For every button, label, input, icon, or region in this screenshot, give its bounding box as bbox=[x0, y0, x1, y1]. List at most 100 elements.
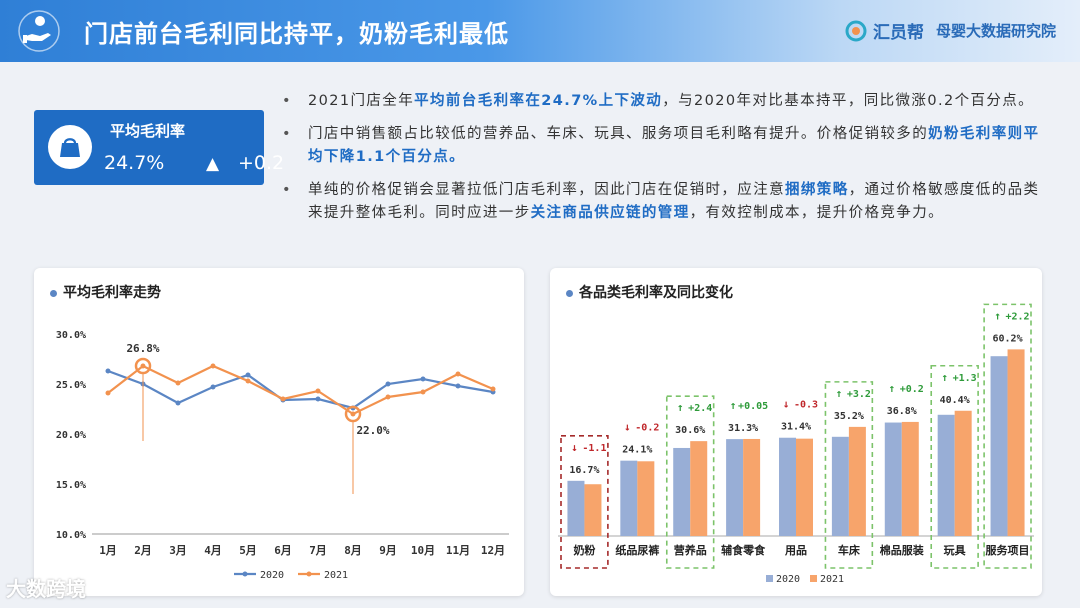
bar-2020 bbox=[990, 356, 1008, 536]
up-triangle-icon: ▲ bbox=[206, 154, 220, 174]
change-arrow-icon: ↓ bbox=[783, 398, 790, 411]
x-tick-label: 8月 bbox=[344, 544, 362, 557]
series-point-2021 bbox=[385, 394, 391, 400]
highlight-text: 平均前台毛利率在24.7%上下波动 bbox=[414, 93, 663, 109]
bar-2020 bbox=[673, 447, 691, 536]
bar-2020 bbox=[567, 480, 585, 536]
x-tick-label: 1月 bbox=[99, 544, 117, 557]
change-label: -0.2 bbox=[635, 423, 659, 434]
legend-swatch bbox=[810, 575, 817, 582]
x-tick-label: 7月 bbox=[309, 544, 327, 557]
x-tick-label: 9月 bbox=[379, 544, 397, 557]
bar-chart: 16.7% ↓ -1.1 奶粉 24.1% ↓ -0.2 纸品尿裤 30.6% ↑ +2.4 营养品 3… bbox=[558, 303, 1034, 585]
bar-2020 bbox=[937, 414, 955, 536]
bullet-text: ，通过价格敏感度低的品类来提升整体毛利。同时应进一步 bbox=[308, 182, 1040, 221]
legend-swatch bbox=[766, 575, 773, 582]
bar-value-label: 24.1% bbox=[622, 445, 652, 456]
y-tick-label: 25.0% bbox=[56, 380, 86, 391]
kpi-card: 平均毛利率 24.7% ▲ +0.2 bbox=[34, 110, 284, 185]
series-point-2020 bbox=[105, 368, 111, 374]
x-tick-label: 奶粉 bbox=[573, 543, 595, 557]
x-tick-label: 12月 bbox=[481, 544, 505, 557]
bullet-item: 2021门店全年平均前台毛利率在24.7%上下波动，与2020年对比基本持平，同… bbox=[282, 90, 1042, 113]
x-tick-label: 服务项目 bbox=[986, 543, 1030, 557]
legend-marker bbox=[306, 571, 312, 577]
highlight-box bbox=[824, 381, 874, 569]
series-point-2021 bbox=[245, 378, 251, 384]
change-label: +2.4 bbox=[688, 403, 712, 414]
legend-label: 2020 bbox=[260, 570, 284, 581]
bar-chart-title: 各品类毛利率及同比变化 bbox=[566, 282, 733, 302]
series-point-2021 bbox=[350, 411, 356, 417]
x-tick-label: 2月 bbox=[134, 544, 152, 557]
change-label: +3.2 bbox=[847, 389, 871, 400]
series-point-2021 bbox=[175, 380, 181, 386]
bar-value-label: 31.4% bbox=[781, 422, 811, 433]
series-point-2021 bbox=[490, 386, 496, 392]
highlight-text: 捆绑策略 bbox=[785, 182, 849, 198]
change-label: +2.2 bbox=[1006, 311, 1030, 322]
series-line-2020 bbox=[107, 369, 494, 410]
series-point-2020 bbox=[455, 383, 461, 389]
change-arrow-icon: ↑ bbox=[730, 399, 737, 412]
bullet-text: 单纯的价格促销会显著拉低门店毛利率，因此门店在促销时，应注意 bbox=[308, 182, 785, 198]
x-tick-label: 车床 bbox=[838, 543, 861, 557]
annotation-label: 26.8% bbox=[126, 342, 159, 355]
brand-subtitle: 母婴大数据研究院 bbox=[935, 22, 1056, 40]
insight-bullets: 2021门店全年平均前台毛利率在24.7%上下波动，与2020年对比基本持平，同… bbox=[282, 90, 1042, 235]
bullet-item: 门店中销售额占比较低的营养品、车床、玩具、服务项目毛利略有提升。价格促销较多的奶… bbox=[282, 123, 1042, 169]
bar-value-label: 35.2% bbox=[834, 411, 864, 422]
series-point-2020 bbox=[245, 372, 251, 378]
x-tick-label: 用品 bbox=[785, 544, 807, 557]
page-title: 门店前台毛利同比持平，奶粉毛利最低 bbox=[84, 20, 509, 48]
series-point-2021 bbox=[210, 363, 216, 369]
bar-chart-panel: 各品类毛利率及同比变化 16.7% ↓ -1.1 奶粉 24.1% ↓ -0.2 纸品尿裤 30… bbox=[550, 268, 1042, 596]
kpi-icon-circle bbox=[48, 125, 92, 169]
change-label: -1.1 bbox=[582, 443, 606, 454]
highlight-box bbox=[930, 364, 979, 569]
series-point-2021 bbox=[280, 396, 286, 402]
x-tick-label: 玩具 bbox=[944, 544, 966, 557]
change-label: +0.2 bbox=[900, 384, 924, 395]
y-tick-label: 10.0% bbox=[56, 530, 86, 541]
bar-2020 bbox=[884, 422, 902, 536]
kpi-value: 24.7% bbox=[104, 152, 165, 174]
x-tick-label: 10月 bbox=[411, 544, 435, 557]
highlight-box bbox=[983, 303, 1032, 569]
highlight-text: 奶粉毛利率则平均下降1.1个百分点。 bbox=[308, 126, 1040, 165]
x-tick-label: 纸品尿裤 bbox=[615, 543, 659, 557]
x-tick-label: 3月 bbox=[169, 544, 187, 557]
series-point-2020 bbox=[210, 384, 216, 390]
kpi-title: 平均毛利率 bbox=[110, 122, 186, 140]
bar-2021 bbox=[901, 421, 919, 536]
annotation-label: 22.0% bbox=[356, 424, 389, 437]
x-tick-label: 棉品服装 bbox=[880, 543, 924, 557]
change-arrow-icon: ↓ bbox=[571, 441, 578, 454]
x-tick-label: 11月 bbox=[446, 544, 470, 557]
shopping-bag-icon bbox=[60, 138, 80, 157]
legend-marker bbox=[242, 571, 248, 577]
series-point-2020 bbox=[385, 381, 391, 387]
bar-2020 bbox=[620, 460, 638, 536]
bar-2021 bbox=[1007, 349, 1025, 536]
series-line-2021 bbox=[107, 364, 494, 416]
y-tick-label: 30.0% bbox=[56, 330, 86, 341]
bar-value-label: 31.3% bbox=[728, 423, 758, 434]
change-arrow-icon: ↑ bbox=[888, 382, 895, 395]
change-label: -0.3 bbox=[794, 400, 818, 411]
bar-2020 bbox=[831, 436, 849, 536]
change-label: +0.05 bbox=[738, 401, 768, 412]
change-arrow-icon: ↑ bbox=[941, 371, 948, 384]
series-point-2021 bbox=[455, 371, 461, 377]
bar-2021 bbox=[848, 426, 866, 536]
bar-value-label: 60.2% bbox=[993, 333, 1023, 344]
highlight-box bbox=[665, 395, 715, 569]
series-point-2021 bbox=[315, 388, 321, 394]
bullet-item: 单纯的价格促销会显著拉低门店毛利率，因此门店在促销时，应注意捆绑策略，通过价格敏… bbox=[282, 179, 1042, 225]
x-tick-label: 6月 bbox=[274, 544, 292, 557]
line-chart-panel: 平均毛利率走势 10.0% 15.0% 20.0% 25.0% 30.0% 1月 2月 3月 4… bbox=[34, 268, 524, 596]
change-arrow-icon: ↓ bbox=[624, 421, 631, 434]
bar-2021 bbox=[690, 441, 708, 536]
hand-coin-icon bbox=[18, 10, 60, 52]
bar-value-label: 30.6% bbox=[675, 425, 705, 436]
